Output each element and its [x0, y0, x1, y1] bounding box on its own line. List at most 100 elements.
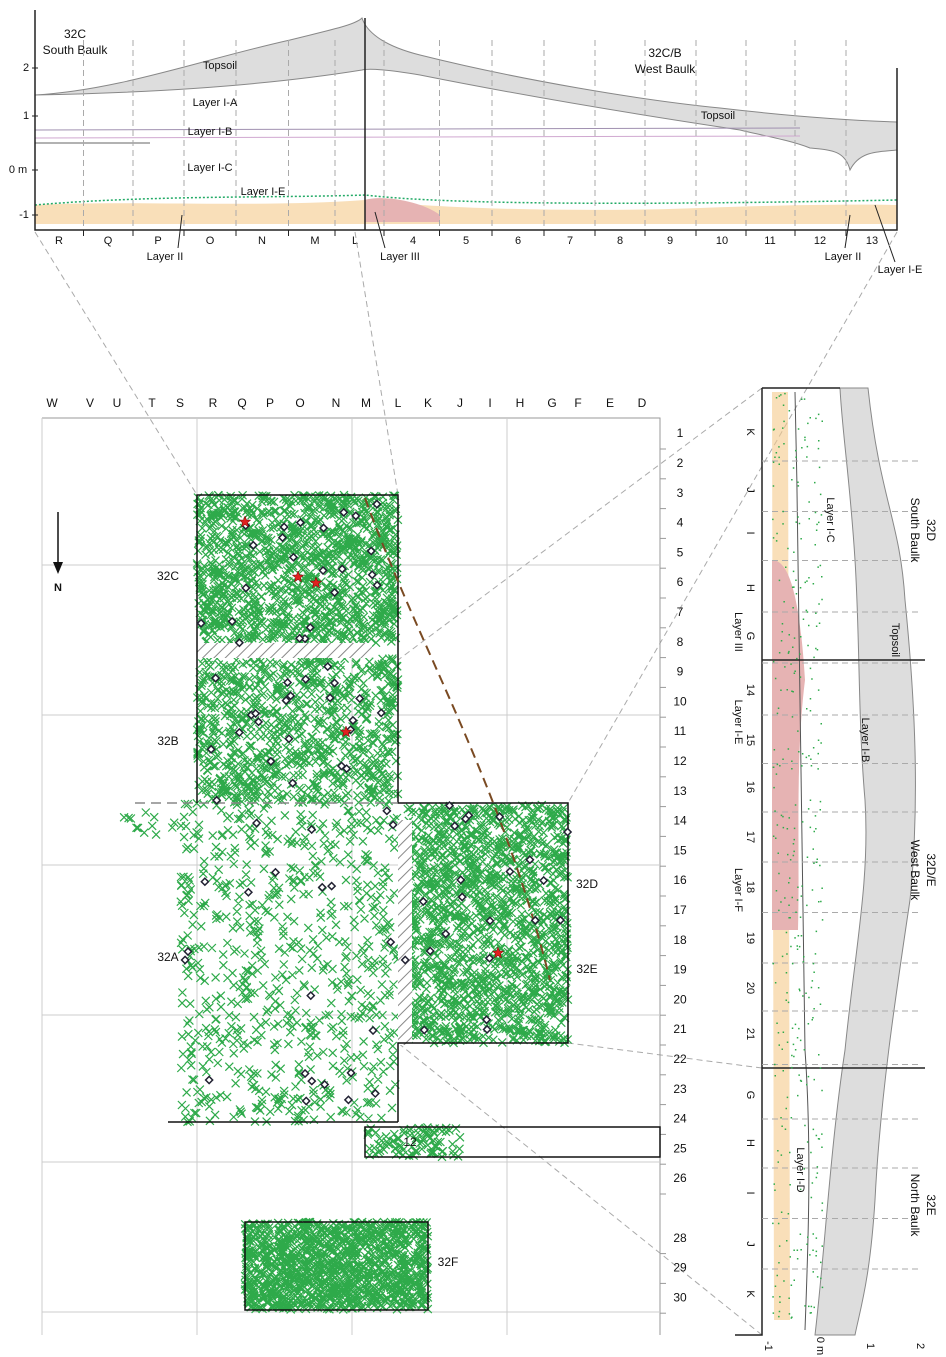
unit-label: 32D — [924, 519, 938, 541]
layer-ii-band — [35, 200, 897, 224]
row-label: 6 — [677, 575, 684, 589]
square-label: 21 — [744, 1028, 756, 1040]
row-label: 28 — [673, 1231, 687, 1245]
row-label: 25 — [673, 1141, 687, 1155]
square-label: 17 — [744, 831, 756, 843]
square-label: 19 — [744, 932, 756, 944]
baulk-label: West Baulk — [635, 62, 696, 76]
layer-label: Layer I-E — [878, 264, 923, 276]
baulk-label: South Baulk — [43, 43, 109, 57]
square-label: 20 — [744, 982, 756, 994]
square-label: H — [744, 584, 756, 592]
row-label: 22 — [673, 1052, 687, 1066]
layer-label: Layer I-F — [732, 868, 744, 912]
row-label: 15 — [673, 843, 687, 857]
connector — [568, 1043, 762, 1068]
unit-label: 32A — [157, 950, 178, 964]
row-label: 17 — [673, 903, 687, 917]
connector — [398, 1043, 762, 1335]
artifact-diamond — [540, 877, 547, 884]
row-label: 26 — [673, 1171, 687, 1185]
square-label: 16 — [744, 781, 756, 793]
column-label: G — [547, 396, 556, 410]
square-label: J — [744, 487, 756, 493]
square-label: 9 — [667, 235, 673, 247]
artifact-diamond — [206, 1076, 213, 1083]
layer-label: Layer I-E — [732, 700, 744, 745]
artifact-diamond — [328, 883, 335, 890]
depth-label: 0 m — [814, 1337, 826, 1355]
depth-label: 2 — [914, 1343, 926, 1349]
square-label: 14 — [744, 684, 756, 696]
artifact-diamond — [307, 992, 314, 999]
unit-label: 32D — [576, 877, 598, 891]
square-label: N — [258, 235, 266, 247]
artifact-diamond — [383, 807, 390, 814]
baulk-label: North Baulk — [908, 1174, 922, 1238]
column-label: P — [266, 396, 274, 410]
layer-label: Layer I-A — [193, 97, 238, 109]
row-label: 10 — [673, 694, 687, 708]
column-label: F — [574, 396, 581, 410]
column-label: H — [516, 396, 525, 410]
unit-label: 32D/E — [924, 853, 938, 886]
row-label: 3 — [677, 486, 684, 500]
row-label: 12 — [673, 754, 687, 768]
layer-label: Layer I-C — [824, 497, 836, 542]
layer-label: Layer I-B — [188, 126, 233, 138]
unit-label: 32E — [576, 962, 597, 976]
layer-iii-band — [772, 560, 805, 930]
square-label: I — [744, 531, 756, 534]
square-label: R — [55, 235, 63, 247]
row-label: 2 — [677, 456, 684, 470]
column-label: O — [295, 396, 304, 410]
row-label: 11 — [674, 724, 687, 738]
row-label: 24 — [673, 1112, 687, 1126]
unit-label: 32C/B — [648, 46, 681, 60]
layer-line — [35, 128, 800, 130]
figure: 32C South Baulk 32C/B West Baulk 210 m-1… — [0, 0, 946, 1357]
depth-label: -1 — [762, 1341, 774, 1351]
connector — [355, 232, 398, 495]
square-label: G — [744, 632, 756, 641]
square-label: K — [744, 428, 756, 436]
row-label: 29 — [673, 1261, 687, 1275]
baulk — [197, 643, 372, 658]
square-label: 13 — [866, 235, 878, 247]
row-label: 5 — [677, 545, 684, 559]
artifact-scatter — [120, 491, 572, 1313]
layer-label: Topsoil — [889, 623, 901, 657]
column-label: J — [457, 396, 463, 410]
unit-label: 12 — [403, 1135, 417, 1149]
column-label: I — [488, 396, 491, 410]
layer-label: Layer I-C — [187, 162, 232, 174]
column-label: Q — [237, 396, 246, 410]
square-label: 7 — [567, 235, 573, 247]
square-label: H — [744, 1139, 756, 1147]
artifact-diamond — [245, 889, 252, 896]
connectors — [35, 232, 897, 1335]
square-label: 11 — [764, 235, 775, 247]
unit-label: 32C — [157, 569, 179, 583]
unit-label: 32B — [157, 734, 178, 748]
column-label: U — [113, 396, 122, 410]
layer-label: Layer I-B — [859, 718, 871, 763]
row-label: 16 — [673, 873, 687, 887]
row-label: 4 — [677, 516, 684, 530]
column-label: D — [638, 396, 647, 410]
layer-label: Layer II — [825, 251, 862, 263]
square-label: J — [744, 1241, 756, 1247]
square-label: I — [744, 1191, 756, 1194]
depth-label: 2 — [23, 62, 29, 74]
depth-label: 1 — [864, 1343, 876, 1349]
baulk-label: South Baulk — [908, 498, 922, 564]
unit-label: 32C — [64, 27, 86, 41]
layer-line — [35, 136, 800, 138]
layer-label: Layer III — [732, 612, 744, 652]
topsoil-band — [35, 18, 897, 170]
column-label: E — [606, 396, 614, 410]
row-label: 30 — [673, 1290, 687, 1304]
depth-label: 0 m — [9, 164, 27, 176]
artifact-diamond — [201, 878, 208, 885]
row-label: 14 — [673, 814, 687, 828]
